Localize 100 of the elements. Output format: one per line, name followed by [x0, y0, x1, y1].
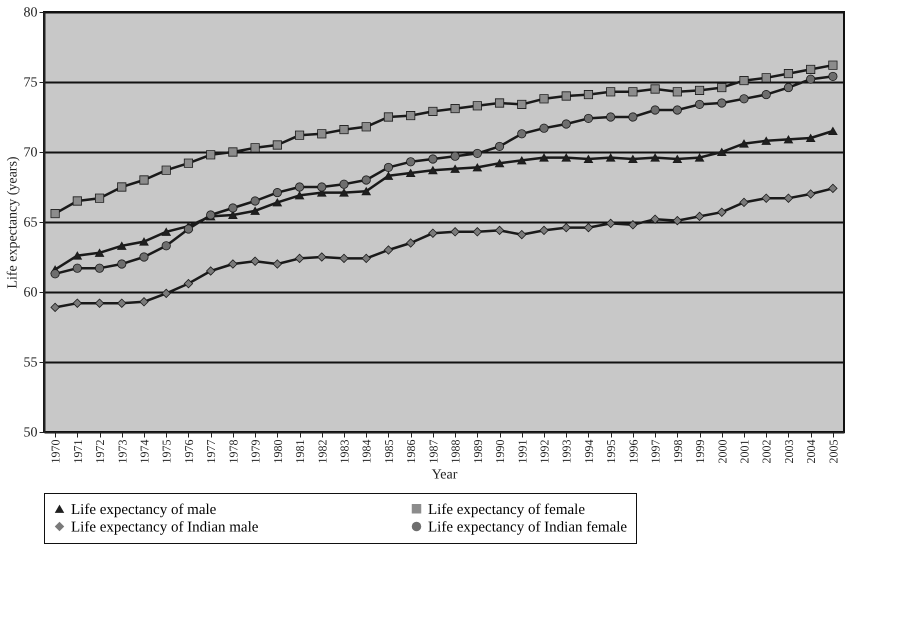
- point: [739, 76, 749, 86]
- x-tick-label: 1997: [648, 440, 663, 464]
- x-tick-label: 1971: [70, 440, 85, 464]
- point: [406, 157, 416, 166]
- point: [828, 126, 838, 136]
- point: [606, 218, 616, 228]
- point: [672, 87, 682, 96]
- point: [784, 69, 794, 78]
- point: [806, 74, 816, 84]
- point: [72, 264, 82, 273]
- point: [539, 124, 549, 133]
- x-tick-label: 2001: [738, 440, 752, 464]
- x-tick-label: 1985: [382, 440, 396, 464]
- point: [250, 143, 260, 152]
- point: [206, 150, 216, 160]
- point: [94, 298, 104, 308]
- point: [139, 175, 149, 185]
- point: [250, 206, 260, 215]
- point: [672, 105, 682, 115]
- x-tick-label: 1998: [670, 440, 685, 464]
- point: [472, 163, 482, 172]
- point: [362, 122, 371, 132]
- x-tick-label: 1978: [226, 440, 240, 464]
- point: [317, 182, 326, 192]
- point: [650, 105, 660, 115]
- point: [384, 245, 394, 255]
- point: [250, 256, 260, 266]
- point: [162, 228, 171, 236]
- point: [428, 166, 438, 174]
- point: [717, 148, 726, 156]
- point: [717, 98, 726, 108]
- point: [806, 64, 816, 74]
- x-tick-label: 1986: [404, 440, 418, 464]
- point: [139, 238, 149, 246]
- x-tick-label: 1983: [338, 440, 352, 464]
- x-tick-label: 1990: [493, 440, 508, 464]
- point: [184, 158, 194, 168]
- point: [762, 194, 771, 203]
- point: [606, 112, 616, 122]
- point: [717, 83, 726, 92]
- x-tick-label: 1991: [515, 440, 530, 464]
- point: [494, 142, 504, 151]
- point: [739, 198, 749, 207]
- x-tick-label: 1972: [93, 440, 108, 464]
- y-tick-label: 55: [24, 356, 38, 370]
- point: [472, 148, 482, 158]
- point: [494, 159, 504, 168]
- x-tick-label: 1993: [560, 440, 574, 464]
- point: [672, 216, 682, 226]
- point: [384, 162, 394, 172]
- point: [628, 87, 638, 96]
- x-tick-label: 1988: [448, 440, 463, 464]
- point: [517, 100, 526, 109]
- y-tick-label: 75: [24, 76, 38, 90]
- point: [228, 203, 238, 213]
- x-tick-label: 1970: [48, 440, 63, 464]
- x-tick-label: 1987: [426, 440, 440, 464]
- point: [339, 254, 349, 263]
- legend-label: Life expectancy of female: [428, 502, 586, 518]
- x-tick-label: 1981: [293, 440, 308, 464]
- point: [272, 140, 282, 150]
- point: [206, 266, 216, 276]
- point: [739, 140, 749, 148]
- point: [694, 86, 704, 95]
- point: [317, 129, 326, 138]
- point: [162, 241, 171, 250]
- point: [562, 119, 571, 129]
- point: [762, 90, 771, 100]
- point: [339, 188, 349, 197]
- point: [472, 101, 482, 110]
- point: [362, 175, 371, 185]
- point: [339, 180, 349, 189]
- point: [72, 252, 82, 260]
- point: [162, 288, 171, 298]
- point: [117, 259, 126, 269]
- point: [828, 60, 838, 70]
- point: [606, 154, 616, 162]
- point: [784, 135, 794, 144]
- point: [384, 112, 394, 122]
- x-tick-label: 2002: [760, 440, 774, 464]
- point: [806, 134, 816, 142]
- point: [606, 87, 616, 96]
- y-axis-title: Life expectancy (years): [6, 156, 20, 289]
- point: [94, 264, 104, 273]
- point: [406, 168, 416, 178]
- point: [50, 302, 60, 312]
- point: [584, 154, 594, 164]
- point: [72, 196, 82, 206]
- point: [184, 279, 194, 288]
- x-tick-label: 2004: [804, 440, 818, 464]
- point: [806, 189, 816, 199]
- x-tick-label: 2000: [715, 440, 730, 464]
- point: [828, 184, 838, 193]
- point: [494, 226, 504, 235]
- legend-label: Life expectancy of male: [71, 502, 217, 518]
- point: [650, 154, 660, 162]
- x-tick-label: 1979: [248, 440, 263, 464]
- point: [784, 83, 794, 92]
- point: [517, 230, 526, 240]
- point: [184, 224, 194, 234]
